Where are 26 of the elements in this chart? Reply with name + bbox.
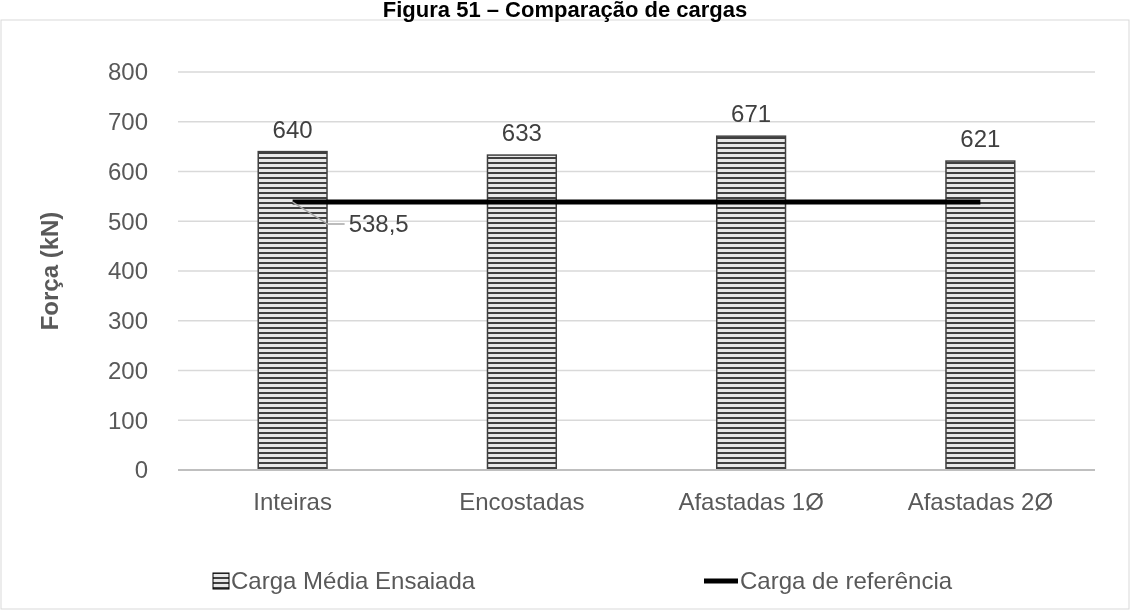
y-tick-label: 700: [107, 108, 148, 136]
bar: [257, 150, 328, 471]
bar: [945, 160, 1016, 471]
y-tick-label: 800: [107, 58, 148, 86]
y-tick-label: 100: [107, 406, 148, 434]
y-tick-label: 600: [107, 157, 148, 185]
x-tick-label: Inteiras: [253, 488, 332, 515]
data-label: 640: [272, 115, 313, 143]
y-tick-label: 500: [107, 207, 148, 235]
y-tick-label: 0: [134, 456, 148, 484]
x-tick-label: Encostadas: [459, 488, 585, 515]
y-tick-label: 200: [107, 356, 148, 384]
bar: [715, 135, 787, 471]
y-axis-title: Força (kN): [36, 211, 63, 331]
bar: [486, 154, 558, 471]
data-label: 621: [960, 125, 1001, 153]
data-label: 633: [501, 119, 542, 147]
y-tick-label: 400: [107, 257, 148, 285]
legend-label: Carga Média Ensaiada: [231, 567, 476, 595]
y-tick-label: 300: [107, 307, 148, 335]
data-label: 538,5: [348, 210, 409, 238]
x-tick-label: Afastadas 1Ø: [678, 488, 824, 515]
x-tick-label: Afastadas 2Ø: [907, 488, 1054, 515]
legend-label: Carga de referência: [740, 567, 953, 595]
chart-title: Figura 51 – Comparação de cargas: [382, 0, 748, 22]
data-label: 671: [731, 100, 772, 128]
